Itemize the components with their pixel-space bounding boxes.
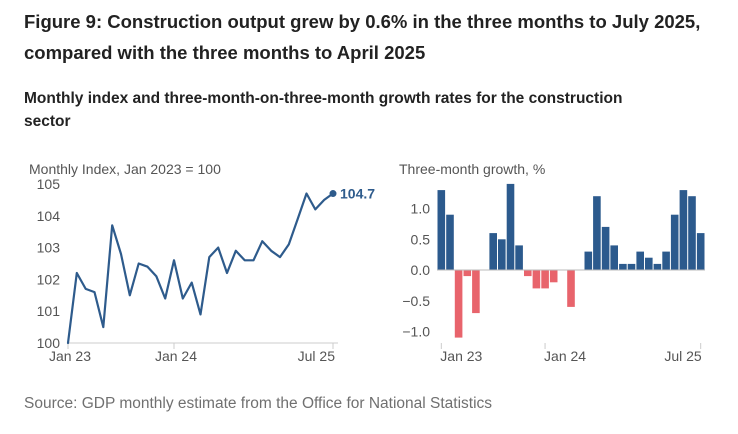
line-series bbox=[66, 192, 335, 345]
bar bbox=[437, 190, 446, 270]
bar-x-tick-label: Jan 23 bbox=[440, 348, 482, 364]
line-x-tick-label: Jan 24 bbox=[155, 348, 197, 364]
bar bbox=[532, 270, 541, 289]
bar-x-tick-label: Jul 25 bbox=[664, 348, 702, 364]
bar bbox=[506, 183, 515, 270]
bar bbox=[446, 214, 454, 270]
line-y-tick-label: 105 bbox=[37, 176, 61, 192]
bar bbox=[688, 196, 696, 270]
bar bbox=[454, 270, 463, 338]
bar bbox=[653, 263, 662, 270]
bar-series bbox=[437, 183, 705, 338]
line-chart-x-axis: Jan 23 Jan 24 Jul 25 bbox=[49, 343, 335, 364]
bar bbox=[696, 233, 705, 270]
line-y-tick-label: 104 bbox=[37, 208, 61, 224]
bar bbox=[541, 270, 549, 289]
bar bbox=[662, 251, 670, 270]
bar bbox=[567, 270, 575, 307]
line-y-tick-label: 102 bbox=[37, 271, 61, 287]
bar bbox=[472, 270, 480, 314]
line-chart-ylabel: Monthly Index, Jan 2023 = 100 bbox=[29, 161, 221, 177]
bar-x-tick-label: Jan 24 bbox=[544, 348, 586, 364]
bar bbox=[645, 257, 653, 270]
bar bbox=[619, 263, 627, 270]
line-end-value-label: 104.7 bbox=[340, 186, 375, 202]
bar bbox=[489, 233, 497, 270]
bar-chart: Three-month growth, % 1.00.50.0−0.5−1.0 … bbox=[399, 161, 705, 364]
bar bbox=[498, 239, 506, 271]
bar bbox=[515, 245, 523, 270]
bar-chart-x-axis: Jan 23 Jan 24 Jul 25 bbox=[440, 343, 702, 364]
bar-chart-ylabel: Three-month growth, % bbox=[399, 161, 545, 177]
line-y-tick-label: 100 bbox=[37, 335, 61, 351]
bar bbox=[584, 251, 593, 270]
line-y-tick-label: 101 bbox=[37, 303, 61, 319]
source-note: Source: GDP monthly estimate from the Of… bbox=[24, 395, 493, 412]
bar bbox=[610, 245, 618, 270]
bar bbox=[524, 270, 532, 277]
bar-y-tick-label: 0.5 bbox=[411, 231, 431, 247]
bar-y-tick-label: 1.0 bbox=[411, 201, 431, 217]
bar-y-tick-label: −1.0 bbox=[402, 324, 430, 340]
bar bbox=[601, 226, 610, 270]
bar bbox=[593, 196, 601, 270]
bar bbox=[463, 270, 472, 277]
chart-subtitle: Monthly index and three-month-on-three-m… bbox=[24, 90, 623, 130]
bar-chart-y-axis: 1.0 0.5 0.0 −0.5 −1.0 bbox=[402, 201, 430, 340]
line-chart-y-axis: 100 101 102 103 104 105 bbox=[37, 176, 61, 351]
line-x-tick-label: Jan 23 bbox=[49, 348, 91, 364]
bar-y-tick-label: 0.0 bbox=[411, 262, 431, 278]
bar bbox=[627, 263, 636, 270]
bar-y-tick-label: −0.5 bbox=[402, 293, 430, 309]
line-x-tick-label: Jul 25 bbox=[298, 348, 336, 364]
bar bbox=[670, 214, 679, 270]
page-title: Figure 9: Construction output grew by 0.… bbox=[24, 11, 701, 63]
line-chart: Monthly Index, Jan 2023 = 100 1001011021… bbox=[29, 161, 375, 364]
line-end-point bbox=[329, 190, 337, 198]
bar bbox=[636, 251, 644, 270]
bar bbox=[679, 190, 688, 270]
line-y-tick-label: 103 bbox=[37, 240, 61, 256]
bar bbox=[549, 270, 558, 283]
